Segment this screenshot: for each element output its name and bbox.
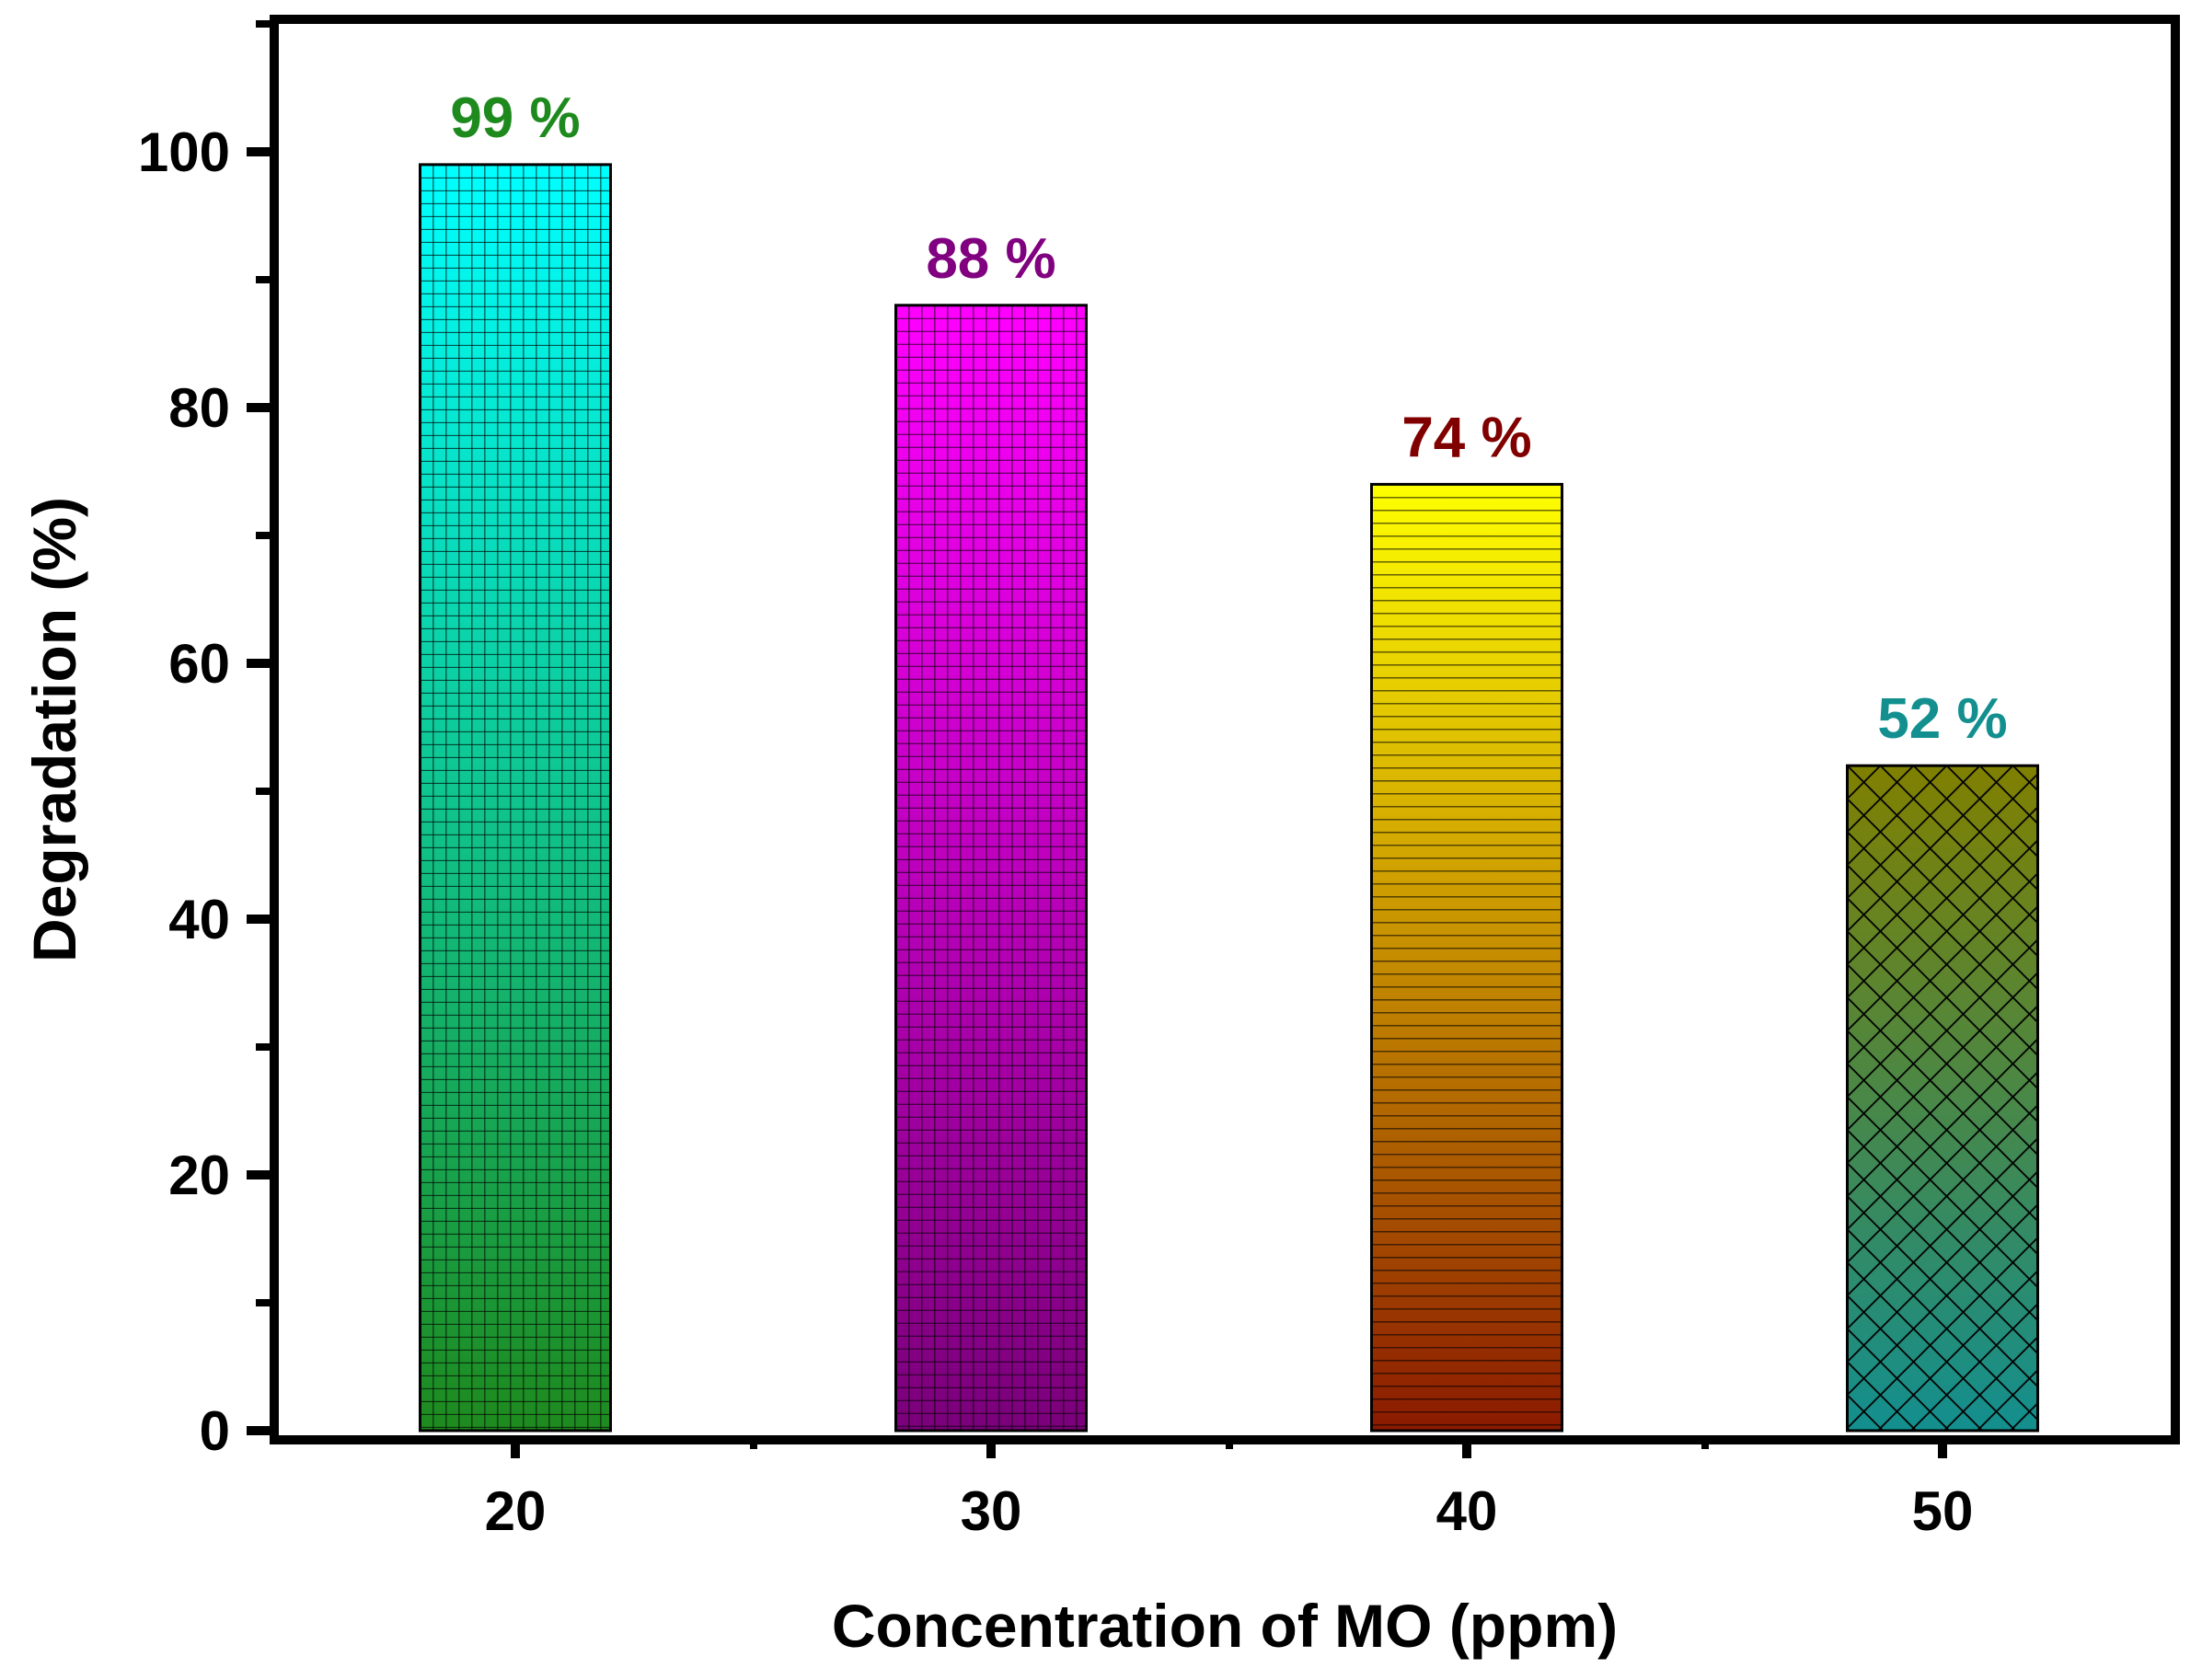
bar-20-hatch (419, 163, 612, 1433)
y-tick-label-20: 20 (168, 1145, 230, 1206)
x-tick-label-40: 40 (1436, 1480, 1498, 1542)
x-tick-label-20: 20 (485, 1480, 547, 1542)
data-label-30: 88 % (926, 227, 1055, 291)
y-axis-title: Degradation (%) (20, 497, 88, 962)
y-tick-label-60: 60 (168, 633, 230, 695)
data-label-50: 52 % (1877, 687, 2007, 751)
data-label-40: 74 % (1401, 406, 1531, 469)
bars-layer: 99 % 88 % 74 % 52 % (419, 86, 2039, 1433)
x-tick-label-30: 30 (961, 1480, 1022, 1542)
x-tick-label-50: 50 (1912, 1480, 1974, 1542)
y-tick-label-0: 0 (200, 1400, 230, 1462)
x-axis-title: Concentration of MO (ppm) (832, 1592, 1618, 1660)
y-tick-label-80: 80 (168, 377, 230, 439)
ticks-layer: 20 30 40 50 0 20 40 60 80 100 (138, 20, 1974, 1542)
bar-30-hatch (894, 304, 1088, 1433)
y-tick-label-40: 40 (168, 889, 230, 950)
data-label-20: 99 % (450, 86, 580, 150)
y-tick-label-100: 100 (138, 121, 230, 183)
bar-40-hatch (1370, 482, 1563, 1433)
plot-frame (270, 15, 2180, 1444)
bar-50-hatch (1846, 764, 2039, 1433)
